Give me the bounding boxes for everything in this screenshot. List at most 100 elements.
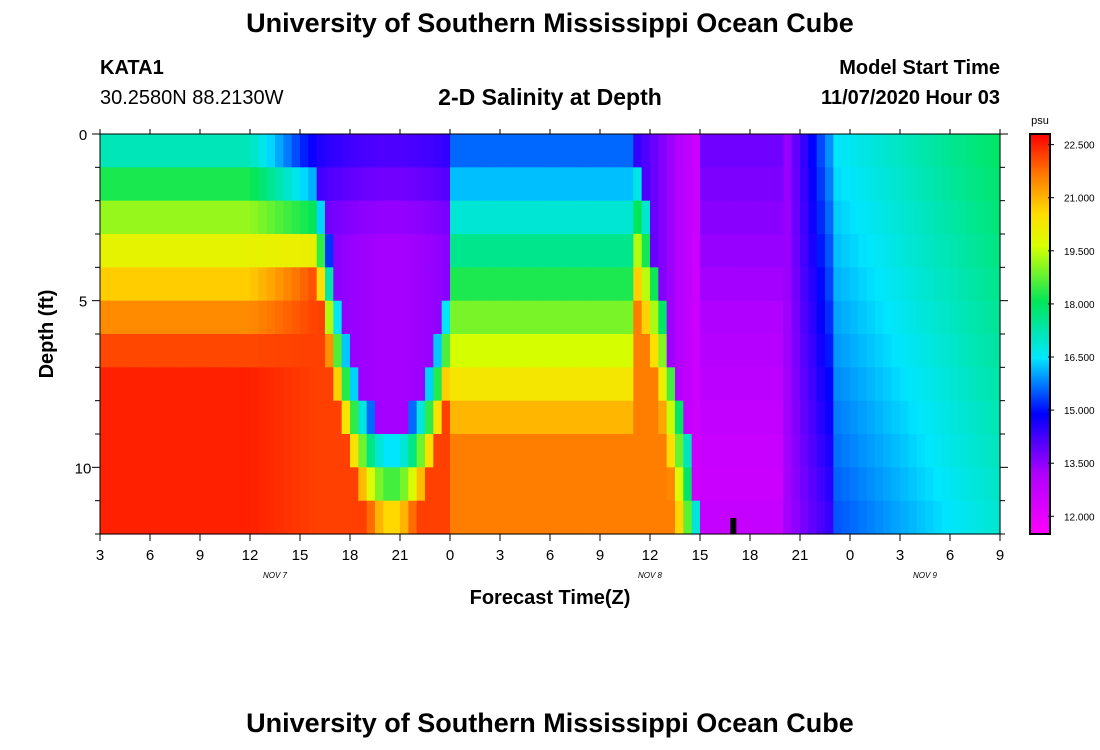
heatmap-cell [500, 334, 509, 368]
heatmap-cell [950, 234, 959, 268]
heatmap-cell [233, 234, 243, 268]
heatmap-cell [416, 400, 426, 435]
heatmap-cell [325, 167, 334, 202]
heatmap-cell [600, 400, 609, 435]
heatmap-cell [875, 234, 884, 268]
heatmap-cell [783, 200, 793, 235]
heatmap-cell [791, 200, 801, 235]
heatmap-cell [600, 467, 609, 502]
heatmap-cell [558, 167, 568, 202]
heatmap-cell [258, 500, 268, 535]
heatmap-cell [550, 500, 559, 535]
heatmap-cell [633, 467, 643, 502]
heatmap-cell [366, 367, 376, 402]
heatmap-cell [316, 500, 326, 535]
heatmap-cell [658, 134, 668, 168]
heatmap-cell [933, 367, 943, 402]
heatmap-cell [758, 234, 768, 268]
heatmap-cell [175, 400, 184, 435]
heatmap-cell [925, 367, 934, 402]
heatmap-cell [166, 400, 176, 435]
heatmap-cell [958, 500, 968, 535]
heatmap-cell [783, 434, 793, 468]
heatmap-cell [233, 500, 243, 535]
heatmap-cell [383, 267, 393, 302]
heatmap-cell [766, 167, 776, 202]
heatmap-cell [491, 434, 501, 468]
heatmap-cell [408, 434, 418, 468]
heatmap-cell [666, 167, 676, 202]
heatmap-cell [358, 300, 368, 335]
heatmap-cell [158, 134, 168, 168]
heatmap-cell [116, 267, 126, 302]
heatmap-cell [266, 234, 276, 268]
heatmap-cell [333, 234, 343, 268]
heatmap-cell [425, 500, 434, 535]
heatmap-cell [558, 434, 568, 468]
heatmap-cell [591, 367, 601, 402]
heatmap-cell [925, 200, 934, 235]
heatmap-cell [825, 200, 834, 235]
heatmap-cell [750, 167, 759, 202]
heatmap-cell [241, 367, 251, 402]
heatmap-cell [925, 467, 934, 502]
heatmap-cell [266, 300, 276, 335]
heatmap-cell [158, 167, 168, 202]
heatmap-cell [958, 300, 968, 335]
heatmap-cell [991, 267, 1001, 302]
heatmap-cell [991, 400, 1001, 435]
heatmap-cell [558, 300, 568, 335]
heatmap-cell [800, 467, 809, 502]
heatmap-cell [525, 500, 534, 535]
heatmap-cell [416, 467, 426, 502]
heatmap-cell [258, 300, 268, 335]
heatmap-cell [783, 167, 793, 202]
heatmap-cell [375, 200, 384, 235]
heatmap-cell [375, 400, 384, 435]
heatmap-cell [858, 467, 868, 502]
heatmap-cell [333, 434, 343, 468]
heatmap-cell [908, 434, 918, 468]
heatmap-cell [308, 434, 318, 468]
heatmap-cell [558, 334, 568, 368]
heatmap-cell [491, 500, 501, 535]
heatmap-cell [700, 167, 709, 202]
heatmap-cell [316, 367, 326, 402]
heatmap-cell [733, 134, 743, 168]
heatmap-cell [916, 200, 926, 235]
heatmap-cell [400, 334, 409, 368]
heatmap-cell [441, 334, 451, 368]
heatmap-cell [541, 400, 551, 435]
heatmap-cell [741, 367, 751, 402]
heatmap-cell [550, 167, 559, 202]
heatmap-cell [158, 234, 168, 268]
heatmap-cell [500, 167, 509, 202]
heatmap-cell [641, 300, 651, 335]
heatmap-cell [741, 134, 751, 168]
heatmap-cell [525, 200, 534, 235]
heatmap-cell [208, 400, 218, 435]
heatmap-cell [608, 267, 618, 302]
heatmap-cell [966, 200, 976, 235]
heatmap-cell [100, 467, 109, 502]
heatmap-cell [683, 234, 693, 268]
heatmap-cell [816, 134, 826, 168]
heatmap-cell [591, 400, 601, 435]
heatmap-cell [941, 300, 951, 335]
heatmap-cell [691, 467, 701, 502]
heatmap-cell [350, 400, 359, 435]
heatmap-cell [600, 334, 609, 368]
heatmap-cell [633, 134, 643, 168]
heatmap-cell [425, 234, 434, 268]
heatmap-cell [600, 234, 609, 268]
heatmap-cell [516, 367, 526, 402]
heatmap-cell [441, 267, 451, 302]
heatmap-cell [841, 134, 851, 168]
x-tick-label: 12 [242, 547, 259, 564]
heatmap-cell [783, 467, 793, 502]
heatmap-cell [566, 167, 576, 202]
x-tick-label: 18 [342, 547, 359, 564]
heatmap-cell [725, 167, 734, 202]
heatmap-cell [708, 167, 718, 202]
heatmap-cell [458, 234, 468, 268]
